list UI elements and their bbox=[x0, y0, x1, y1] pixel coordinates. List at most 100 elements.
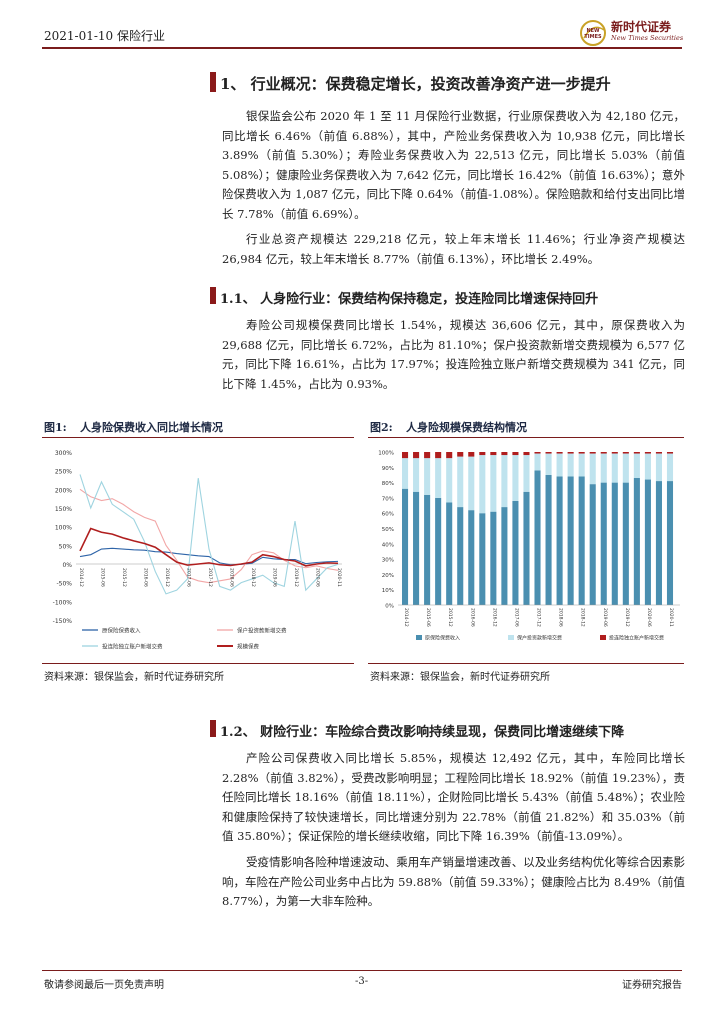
bar-segment bbox=[413, 458, 420, 492]
legend-swatch-2 bbox=[508, 635, 514, 640]
bar-segment bbox=[545, 453, 552, 475]
legend-label-1: 原保险保费收入 bbox=[425, 635, 460, 642]
y-tick-label: 10% bbox=[382, 588, 394, 594]
bar-segment bbox=[666, 452, 674, 454]
bar-segment bbox=[435, 452, 442, 459]
figure1-bottom-rule bbox=[42, 663, 354, 664]
bar-segment bbox=[534, 452, 541, 454]
bar-segment bbox=[402, 458, 409, 489]
bar-segment bbox=[644, 452, 651, 454]
figure2-source: 资料来源：银保监会，新时代证券研究所 bbox=[370, 672, 550, 683]
x-tick-label: 2017-12 bbox=[207, 568, 213, 587]
bar-segment bbox=[468, 456, 475, 511]
bar-segment bbox=[600, 482, 607, 605]
bar-segment bbox=[435, 458, 442, 498]
y-tick-label: 20% bbox=[382, 573, 394, 579]
bar-segment bbox=[435, 497, 442, 605]
bar-segment bbox=[413, 452, 420, 459]
legend-label-2: 保户投资款新增交费 bbox=[237, 627, 287, 635]
figure2-label: 图2: bbox=[370, 421, 393, 434]
bar-segment bbox=[446, 452, 453, 459]
bar-segment bbox=[545, 452, 552, 454]
x-tick-label: 2018-12 bbox=[250, 568, 256, 587]
bar-segment bbox=[479, 455, 486, 514]
section1-title: 1、 行业概况：保费稳定增长，投资改善净资产进一步提升 bbox=[220, 75, 611, 93]
x-tick-label: 2015-06 bbox=[100, 568, 106, 587]
x-tick-label: 2014-12 bbox=[403, 608, 409, 627]
bar-segment bbox=[468, 452, 475, 457]
x-tick-label: 2016-12 bbox=[164, 568, 170, 587]
x-tick-label: 2019-06 bbox=[272, 568, 278, 587]
bar-segment bbox=[501, 455, 508, 508]
bar-segment bbox=[567, 476, 574, 605]
footer-disclaimer: 敬请参阅最后一页免责声明 bbox=[44, 980, 164, 991]
bar-segment bbox=[600, 453, 607, 483]
series-line-1 bbox=[79, 547, 339, 566]
bar-segment bbox=[567, 453, 574, 477]
legend-label-3: 投连险独立账户新增交费 bbox=[102, 643, 163, 651]
y-tick-label: 0% bbox=[62, 562, 72, 569]
section11-paragraph: 寿险公司规模保费同比增长 1.54%，规模达 36,606 亿元，其中，原保费收… bbox=[222, 318, 685, 391]
x-tick-label: 2020-06 bbox=[315, 568, 321, 587]
series-line-3 bbox=[79, 474, 339, 595]
bar-segment bbox=[457, 452, 464, 457]
logo-emblem-icon: NEW TIMES bbox=[580, 20, 606, 46]
bar-segment bbox=[457, 507, 464, 605]
bar-segment bbox=[655, 453, 662, 482]
bar-segment bbox=[424, 452, 431, 459]
y-tick-label: 40% bbox=[382, 542, 394, 548]
bar-segment bbox=[424, 458, 431, 495]
bar-segment bbox=[622, 453, 629, 483]
figure1-label: 图1: bbox=[44, 421, 67, 434]
footer-report-type: 证券研究报告 bbox=[622, 980, 682, 991]
y-tick-label: 90% bbox=[382, 466, 394, 472]
bar-segment bbox=[633, 452, 640, 454]
bar-segment bbox=[622, 452, 629, 454]
bar-segment bbox=[424, 494, 431, 605]
x-tick-label: 2014-12 bbox=[78, 568, 84, 587]
figure2-chart: 100% 90% 80% 70% 60% 50% 40% 30% 20% 10% 0% 2014-12… bbox=[378, 451, 680, 642]
bar-segment bbox=[479, 452, 486, 456]
series-line-4 bbox=[79, 527, 339, 567]
x-tick-label: 2015-12 bbox=[121, 568, 127, 587]
y-tick-label: -150% bbox=[53, 618, 73, 625]
footer-rule bbox=[42, 970, 682, 971]
bar-segment bbox=[556, 453, 563, 477]
bar-segment bbox=[413, 491, 420, 605]
bar-segment bbox=[644, 453, 651, 480]
bar-segment bbox=[644, 479, 651, 605]
bar-segment bbox=[512, 452, 519, 456]
bar-segment bbox=[666, 453, 674, 482]
y-tick-label: 70% bbox=[382, 496, 394, 502]
section-marker bbox=[210, 72, 216, 92]
company-logo: NEW TIMES 新时代证券 New Times Securities bbox=[578, 18, 688, 48]
x-tick-label: 2020-11 bbox=[336, 568, 342, 587]
section-marker bbox=[210, 720, 216, 737]
bar-segment bbox=[523, 452, 530, 456]
bar-segment bbox=[512, 500, 519, 605]
bar-segment bbox=[633, 453, 640, 479]
x-tick-label: 2017-12 bbox=[536, 608, 542, 627]
y-tick-label: -100% bbox=[53, 599, 73, 606]
bar-segment bbox=[446, 458, 453, 503]
figure1-chart: 300% 250% 200% 150% 100% 50% 0% -50% -100% -150% 2… bbox=[53, 450, 342, 651]
x-tick-label: 2019-06 bbox=[602, 608, 608, 627]
bar-segment bbox=[666, 481, 674, 605]
y-tick-label: 60% bbox=[382, 512, 394, 518]
y-tick-label: 30% bbox=[382, 558, 394, 564]
bar-segment bbox=[501, 507, 508, 605]
x-tick-label: 2017-06 bbox=[513, 608, 519, 627]
x-tick-label: 2019-12 bbox=[293, 568, 299, 587]
y-tick-label: 50% bbox=[59, 543, 73, 550]
bar-segment bbox=[611, 453, 618, 483]
bar-segment bbox=[534, 470, 541, 605]
legend-label-2: 保户投资款新增交费 bbox=[517, 635, 562, 642]
bar-segment bbox=[611, 482, 618, 605]
figure1-title: 人身险保费收入同比增长情况 bbox=[80, 421, 223, 434]
section12-paragraph1: 产险公司保费收入同比增长 5.85%，规模达 12,492 亿元，其中，车险同比… bbox=[222, 751, 685, 843]
y-tick-label: 50% bbox=[382, 527, 394, 533]
figure2-bottom-rule bbox=[368, 663, 684, 664]
bar-segment bbox=[457, 456, 464, 508]
y-tick-label: 0% bbox=[385, 604, 394, 610]
bar-segment bbox=[589, 453, 596, 485]
